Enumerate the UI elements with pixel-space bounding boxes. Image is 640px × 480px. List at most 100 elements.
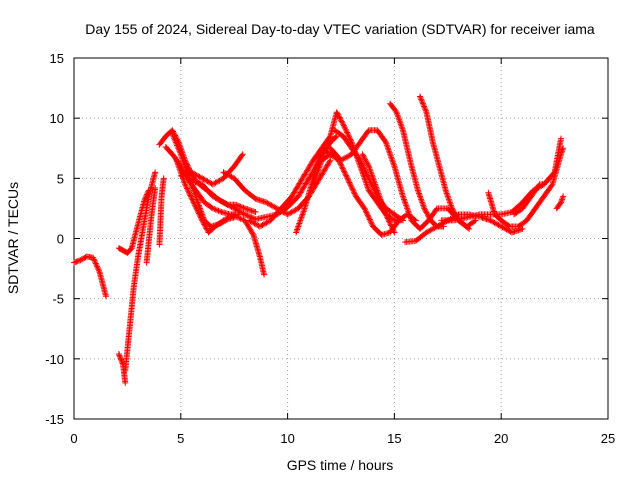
data-markers: [220, 169, 236, 181]
data-markers: [491, 211, 504, 223]
data-marker: [231, 211, 238, 218]
data-markers: [205, 224, 217, 236]
x-tick-label: 10: [280, 431, 294, 446]
data-markers: [209, 176, 226, 188]
data-series: [71, 93, 567, 386]
data-markers: [357, 128, 371, 146]
data-markers: [402, 238, 418, 246]
data-markers: [553, 200, 564, 212]
data-markers: [423, 224, 439, 236]
data-markers: [361, 205, 376, 229]
data-markers: [519, 194, 534, 212]
y-tick-label: 5: [57, 171, 64, 186]
y-tick-label: -15: [45, 412, 64, 427]
data-markers: [278, 194, 294, 212]
y-axis-label: SDTVAR / TECUs: [5, 182, 21, 294]
data-markers: [357, 157, 372, 180]
series-trace-6: [156, 175, 167, 248]
data-markers: [382, 139, 397, 168]
data-markers: [212, 218, 226, 230]
data-marker: [560, 193, 567, 200]
data-markers: [331, 127, 345, 139]
data-markers: [147, 186, 158, 224]
data-marker: [145, 187, 152, 194]
data-markers: [464, 218, 478, 230]
data-markers: [201, 199, 215, 211]
series-trace-1: [71, 253, 110, 300]
x-axis-label: GPS time / hours: [287, 457, 394, 473]
y-tick-label: -5: [52, 292, 64, 307]
data-markers: [399, 127, 415, 168]
data-markers: [523, 206, 538, 224]
data-marker: [558, 135, 565, 142]
data-markers: [365, 187, 380, 205]
data-markers: [412, 230, 429, 244]
data-markers: [374, 187, 389, 216]
data-markers: [135, 198, 148, 228]
data-marker: [103, 293, 110, 300]
data-markers: [120, 361, 129, 385]
data-markers: [199, 181, 215, 199]
data-markers: [423, 109, 436, 144]
data-markers: [340, 133, 354, 150]
data-markers: [96, 269, 109, 298]
data-markers: [515, 218, 529, 230]
data-markers: [436, 163, 449, 192]
data-markers: [310, 158, 325, 188]
y-tick-label: 0: [57, 232, 64, 247]
data-markers: [532, 194, 547, 212]
data-marker: [261, 271, 268, 278]
data-markers: [90, 254, 102, 274]
series-trace-3: [122, 169, 159, 374]
series-trace-18: [359, 151, 398, 236]
data-markers: [498, 217, 512, 229]
x-tick-label: 5: [177, 431, 184, 446]
data-markers: [233, 213, 247, 223]
data-markers: [451, 214, 471, 224]
data-marker: [399, 217, 406, 224]
data-markers: [293, 206, 308, 236]
data-markers: [209, 193, 226, 205]
data-markers: [267, 206, 284, 224]
data-markers: [126, 285, 137, 332]
grid: [74, 58, 608, 419]
data-markers: [382, 211, 397, 235]
data-markers: [417, 218, 431, 232]
data-markers: [186, 175, 201, 204]
data-markers: [442, 187, 455, 210]
data-markers: [391, 163, 406, 198]
data-markers: [182, 181, 196, 204]
series-trace-5: [143, 184, 159, 266]
data-markers: [359, 151, 372, 168]
data-markers: [284, 206, 300, 218]
data-markers: [256, 253, 267, 277]
data-marker: [560, 145, 567, 152]
data-markers: [135, 231, 146, 260]
data-markers: [487, 217, 503, 229]
y-tick-label: 10: [50, 111, 64, 126]
data-marker: [122, 379, 129, 386]
data-markers: [528, 182, 542, 200]
data-markers: [250, 231, 263, 259]
data-markers: [391, 211, 405, 223]
y-tick-label: -10: [45, 352, 64, 367]
data-markers: [353, 193, 367, 211]
data-markers: [162, 144, 177, 159]
data-markers: [115, 245, 126, 253]
x-tick-label: 20: [494, 431, 508, 446]
data-markers: [141, 188, 152, 203]
data-markers: [421, 205, 433, 223]
data-marker: [239, 151, 246, 158]
data-markers: [558, 146, 566, 158]
data-markers: [220, 212, 236, 224]
data-markers: [393, 109, 406, 132]
data-markers: [558, 194, 566, 206]
data-markers: [399, 193, 414, 222]
data-markers: [288, 176, 305, 200]
data-marker: [252, 209, 259, 216]
data-markers: [344, 175, 359, 198]
data-markers: [408, 163, 421, 192]
data-markers: [190, 199, 205, 223]
data-markers: [128, 222, 141, 252]
data-markers: [209, 205, 223, 215]
